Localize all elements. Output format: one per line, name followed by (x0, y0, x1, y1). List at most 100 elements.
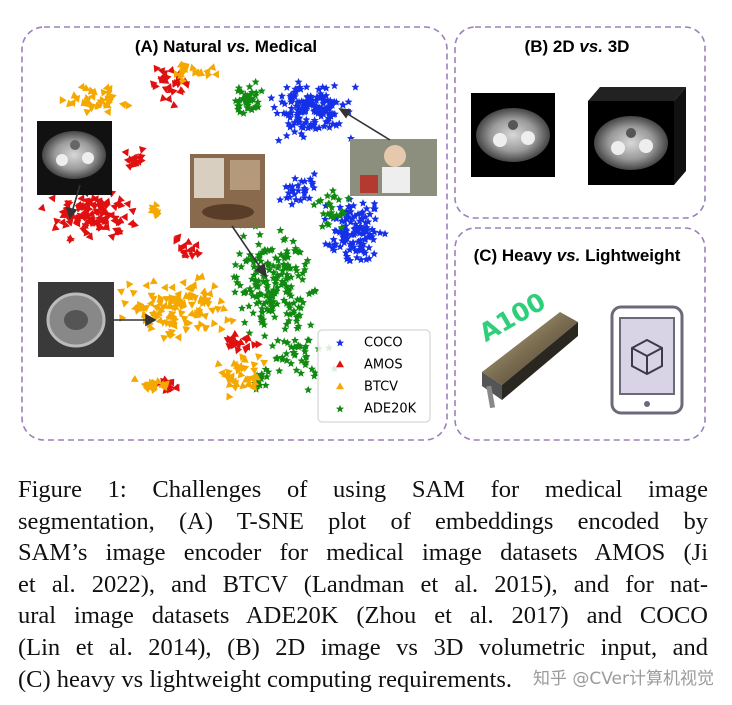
point (77, 194, 85, 203)
point (149, 277, 158, 285)
point (231, 96, 240, 105)
point (294, 117, 303, 126)
point (282, 356, 291, 364)
point (160, 283, 168, 292)
legend-box (317, 329, 431, 423)
point (259, 300, 268, 308)
point (277, 270, 286, 278)
point (307, 364, 316, 373)
point (244, 380, 253, 389)
point (275, 366, 284, 375)
point (312, 93, 321, 101)
point (179, 278, 187, 287)
point (290, 118, 299, 126)
arrows (65, 108, 391, 327)
point (310, 200, 319, 209)
point (289, 306, 298, 315)
point (339, 209, 348, 217)
point (230, 341, 238, 350)
point (127, 219, 135, 228)
point (231, 260, 240, 269)
point (249, 383, 257, 392)
point (362, 227, 370, 235)
point (110, 203, 119, 212)
point (320, 122, 329, 130)
point (138, 156, 146, 165)
point (281, 234, 290, 243)
point (85, 197, 93, 206)
point (121, 148, 129, 157)
point (332, 227, 341, 235)
point (298, 269, 307, 277)
point (362, 204, 371, 213)
point (259, 277, 268, 286)
point (314, 85, 323, 93)
point (271, 253, 280, 262)
point (168, 298, 175, 307)
point (370, 199, 379, 208)
point (302, 96, 311, 105)
point (302, 115, 311, 124)
point (153, 64, 161, 73)
point (257, 313, 266, 322)
point (252, 291, 261, 300)
point (286, 264, 295, 272)
point (258, 308, 267, 316)
point (121, 299, 130, 308)
point (251, 280, 260, 289)
point (371, 214, 380, 223)
point (273, 271, 282, 279)
point (336, 360, 344, 368)
point (312, 96, 321, 104)
point (263, 283, 272, 292)
point (332, 210, 341, 219)
point (96, 96, 105, 105)
point (97, 205, 105, 213)
point (184, 237, 193, 245)
point (182, 319, 191, 327)
panel-frame (454, 26, 706, 219)
point (303, 92, 312, 100)
point (299, 123, 308, 132)
point (295, 247, 304, 256)
point (286, 123, 295, 131)
point (288, 186, 297, 194)
point (142, 385, 151, 393)
point (321, 201, 330, 210)
point (291, 336, 299, 344)
point (291, 263, 300, 271)
point (83, 228, 92, 237)
point (267, 93, 276, 102)
point (238, 304, 246, 312)
point (325, 114, 333, 122)
point (247, 105, 256, 114)
point (152, 211, 161, 220)
child-inset (350, 139, 437, 196)
point (268, 307, 277, 315)
point (263, 258, 272, 267)
caption-line: (Lin et al. 2014), (B) 2D image vs 3D vo… (18, 633, 708, 661)
point (233, 101, 242, 110)
point (240, 355, 249, 363)
point (324, 102, 332, 111)
panel-title: (A) Natural vs. Medical (135, 37, 317, 56)
point (273, 109, 282, 117)
point (369, 204, 378, 213)
point (208, 307, 217, 315)
point (315, 123, 324, 132)
point (344, 194, 353, 202)
point (85, 204, 94, 213)
point (361, 212, 370, 221)
point (245, 82, 254, 91)
point (274, 136, 283, 144)
point (147, 292, 156, 300)
point (161, 86, 170, 94)
point (252, 88, 261, 97)
point (292, 266, 301, 275)
point (282, 309, 291, 318)
point (255, 230, 264, 239)
point (144, 381, 152, 389)
point (170, 321, 178, 330)
figure: (A) Natural vs. Medical (B) 2D vs. 3D (C… (21, 26, 706, 441)
point (301, 347, 309, 356)
